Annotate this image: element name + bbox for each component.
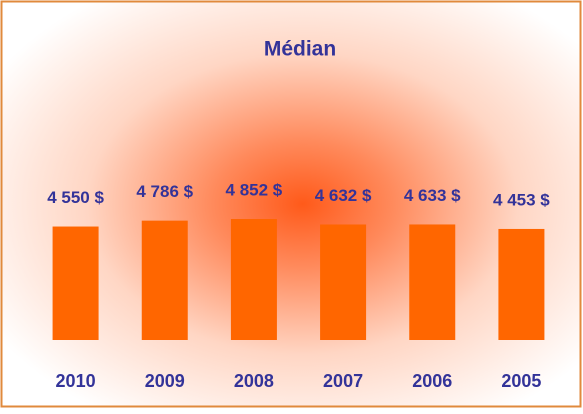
x-tick-label: 2005 [501,371,541,391]
x-tick-label: 2010 [56,371,96,391]
bar [498,228,545,340]
x-tick-label: 2009 [145,371,185,391]
x-tick-label: 2006 [412,371,452,391]
value-label: 4 786 $ [136,182,193,201]
value-label: 4 550 $ [47,188,104,207]
value-label: 4 852 $ [226,180,283,199]
bar [52,226,99,340]
value-label: 4 632 $ [315,186,372,205]
bar [141,220,188,340]
bar [409,224,456,340]
bar [320,224,367,340]
x-tick-label: 2007 [323,371,363,391]
value-label: 4 453 $ [493,190,550,209]
x-tick-label: 2008 [234,371,274,391]
chart-title: Médian [264,38,336,61]
value-label: 4 633 $ [404,186,461,205]
bar [230,219,277,340]
